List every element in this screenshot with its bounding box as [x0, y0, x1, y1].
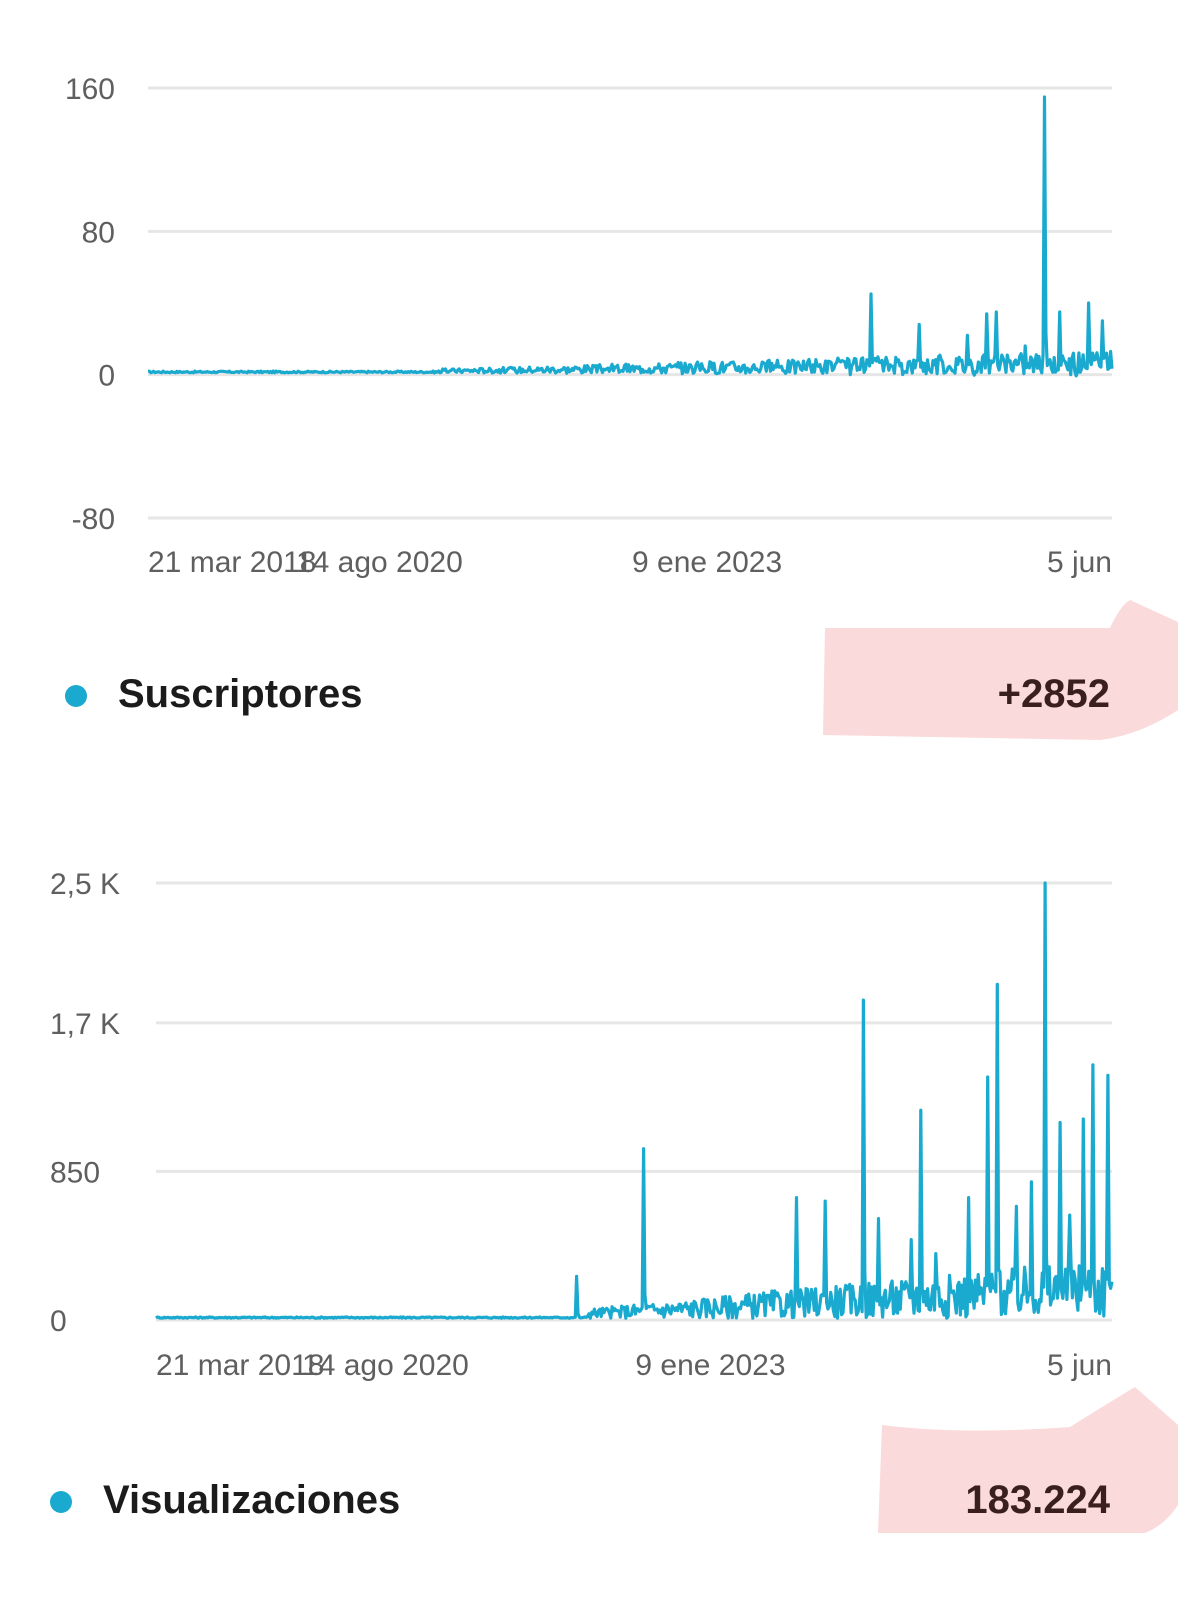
- x-tick-label: 21 mar 2018: [148, 546, 316, 579]
- views-legend-dot-icon: [50, 1491, 72, 1513]
- y-tick-label: 0: [98, 360, 115, 393]
- x-tick-label: 5 jun: [1047, 546, 1112, 579]
- views-legend-row: Visualizaciones 183.224: [0, 1387, 1200, 1555]
- views-total-value: 183.224: [965, 1478, 1110, 1522]
- x-tick-label: 14 ago 2020: [296, 546, 463, 579]
- subscribers-legend-label: Suscriptores: [118, 672, 363, 716]
- views-legend-label: Visualizaciones: [103, 1478, 401, 1522]
- y-tick-label: 0: [50, 1305, 67, 1338]
- views-value-highlight: [878, 1387, 1178, 1533]
- y-tick-label: 160: [65, 73, 115, 106]
- y-tick-label: -80: [72, 503, 115, 536]
- subscribers-legend-row: Suscriptores +2852: [0, 600, 1200, 750]
- x-tick-label: 14 ago 2020: [302, 1349, 469, 1382]
- series-line: [147, 95, 1114, 378]
- y-tick-label: 80: [82, 216, 115, 249]
- x-tick-label: 9 ene 2023: [632, 546, 782, 579]
- x-tick-label: 9 ene 2023: [635, 1349, 785, 1382]
- subscribers-value-highlight: [823, 600, 1178, 740]
- y-tick-label: 850: [50, 1156, 100, 1189]
- series-line: [155, 881, 1114, 1320]
- y-tick-label: 2,5 K: [50, 868, 120, 901]
- x-tick-label: 5 jun: [1047, 1349, 1112, 1382]
- x-tick-label: 21 mar 2018: [156, 1349, 324, 1382]
- y-tick-label: 1,7 K: [50, 1008, 120, 1041]
- subscribers-total-value: +2852: [997, 672, 1110, 716]
- subscribers-legend-dot-icon: [65, 685, 87, 707]
